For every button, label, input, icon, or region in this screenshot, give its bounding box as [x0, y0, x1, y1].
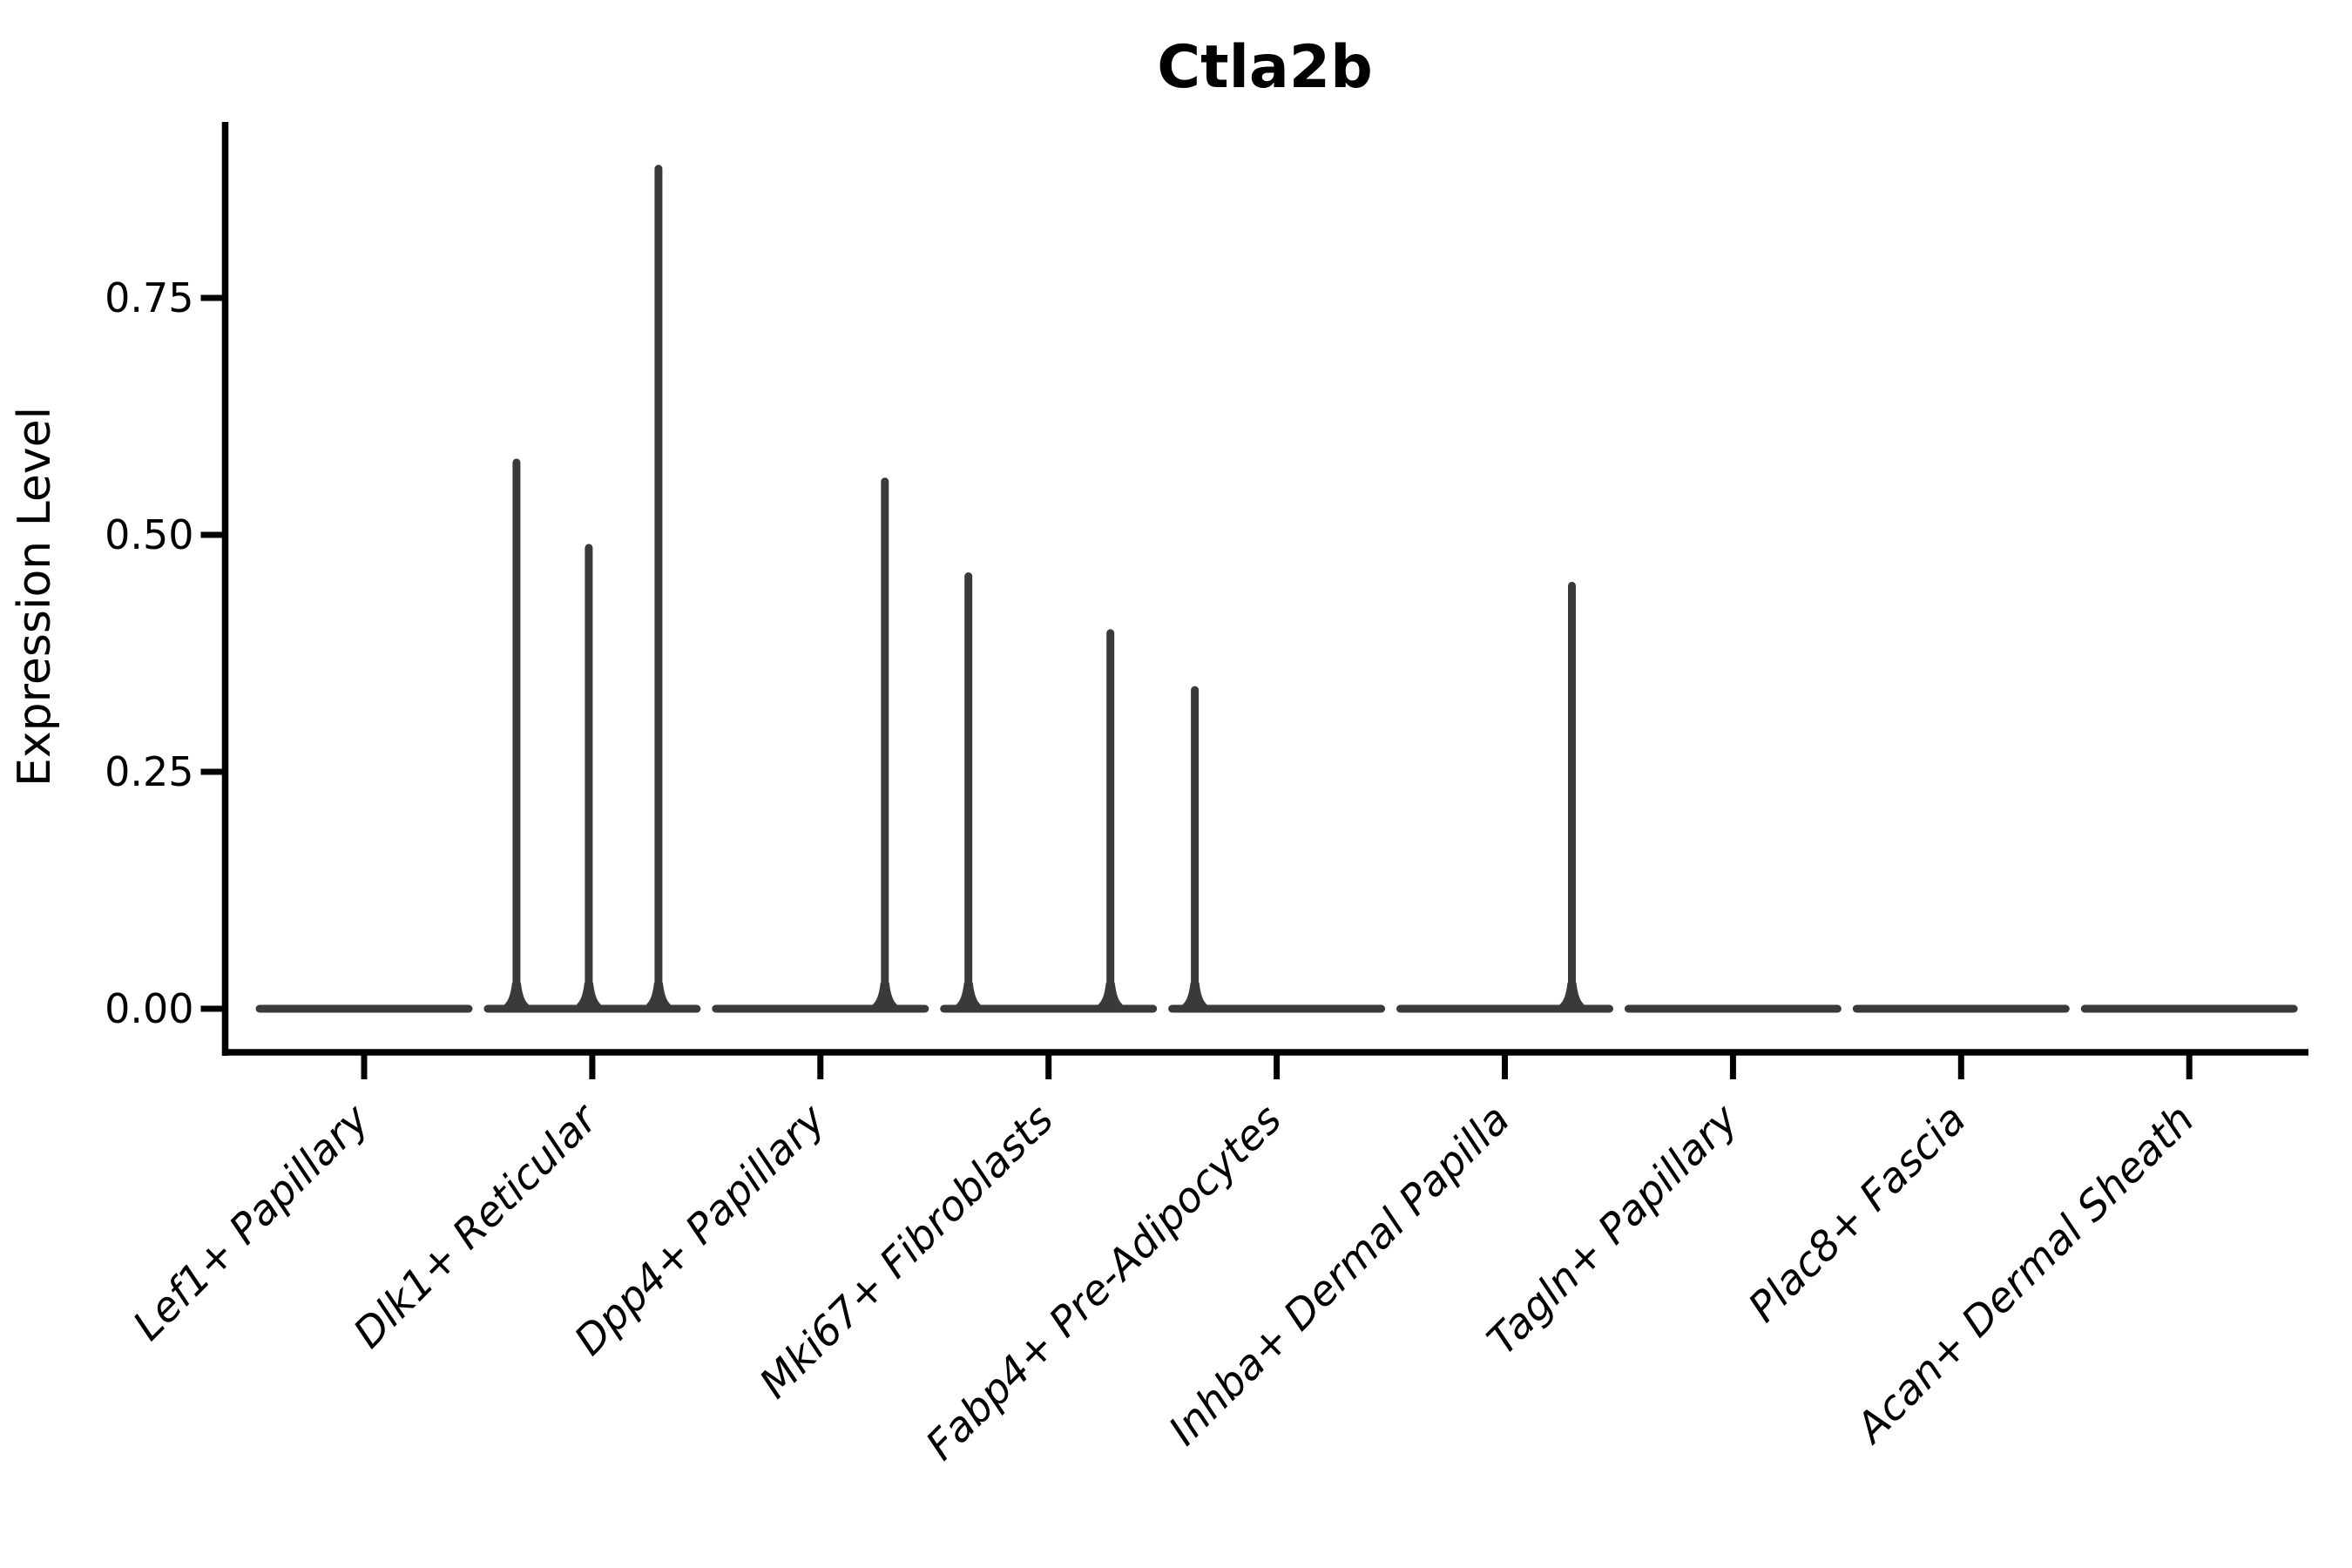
x-tick-label: Tagln+ Papillary [1478, 1095, 1748, 1365]
y-tick-labels: 0.00 0.25 0.50 0.75 [105, 274, 193, 1032]
y-tick-label: 0.00 [105, 985, 193, 1032]
x-tick-label: Dlk1+ Reticular [344, 1094, 608, 1358]
x-tick-label: Lef1+ Papillary [124, 1095, 379, 1350]
y-axis-label: Expression Level [9, 407, 61, 787]
violin-inhba-dermal-papilla [1396, 581, 1613, 1013]
y-tick-label: 0.50 [105, 511, 193, 558]
violin-mki67-fibroblasts [940, 572, 1158, 1013]
x-tick-label: Plac8+ Fascia [1740, 1096, 1976, 1332]
x-tick-label: Dpp4+ Papillary [565, 1095, 835, 1365]
violins [255, 165, 2298, 1013]
y-tick-label: 0.25 [105, 748, 193, 795]
axes [200, 122, 2308, 1079]
violin-dlk1-reticular [483, 165, 701, 1013]
violin-fabp4-pre-adipocytes [1168, 686, 1386, 1013]
plot-title: Ctla2b [1157, 33, 1373, 102]
y-tick-label: 0.75 [105, 274, 193, 321]
violin-dpp4-papillary [712, 477, 929, 1013]
